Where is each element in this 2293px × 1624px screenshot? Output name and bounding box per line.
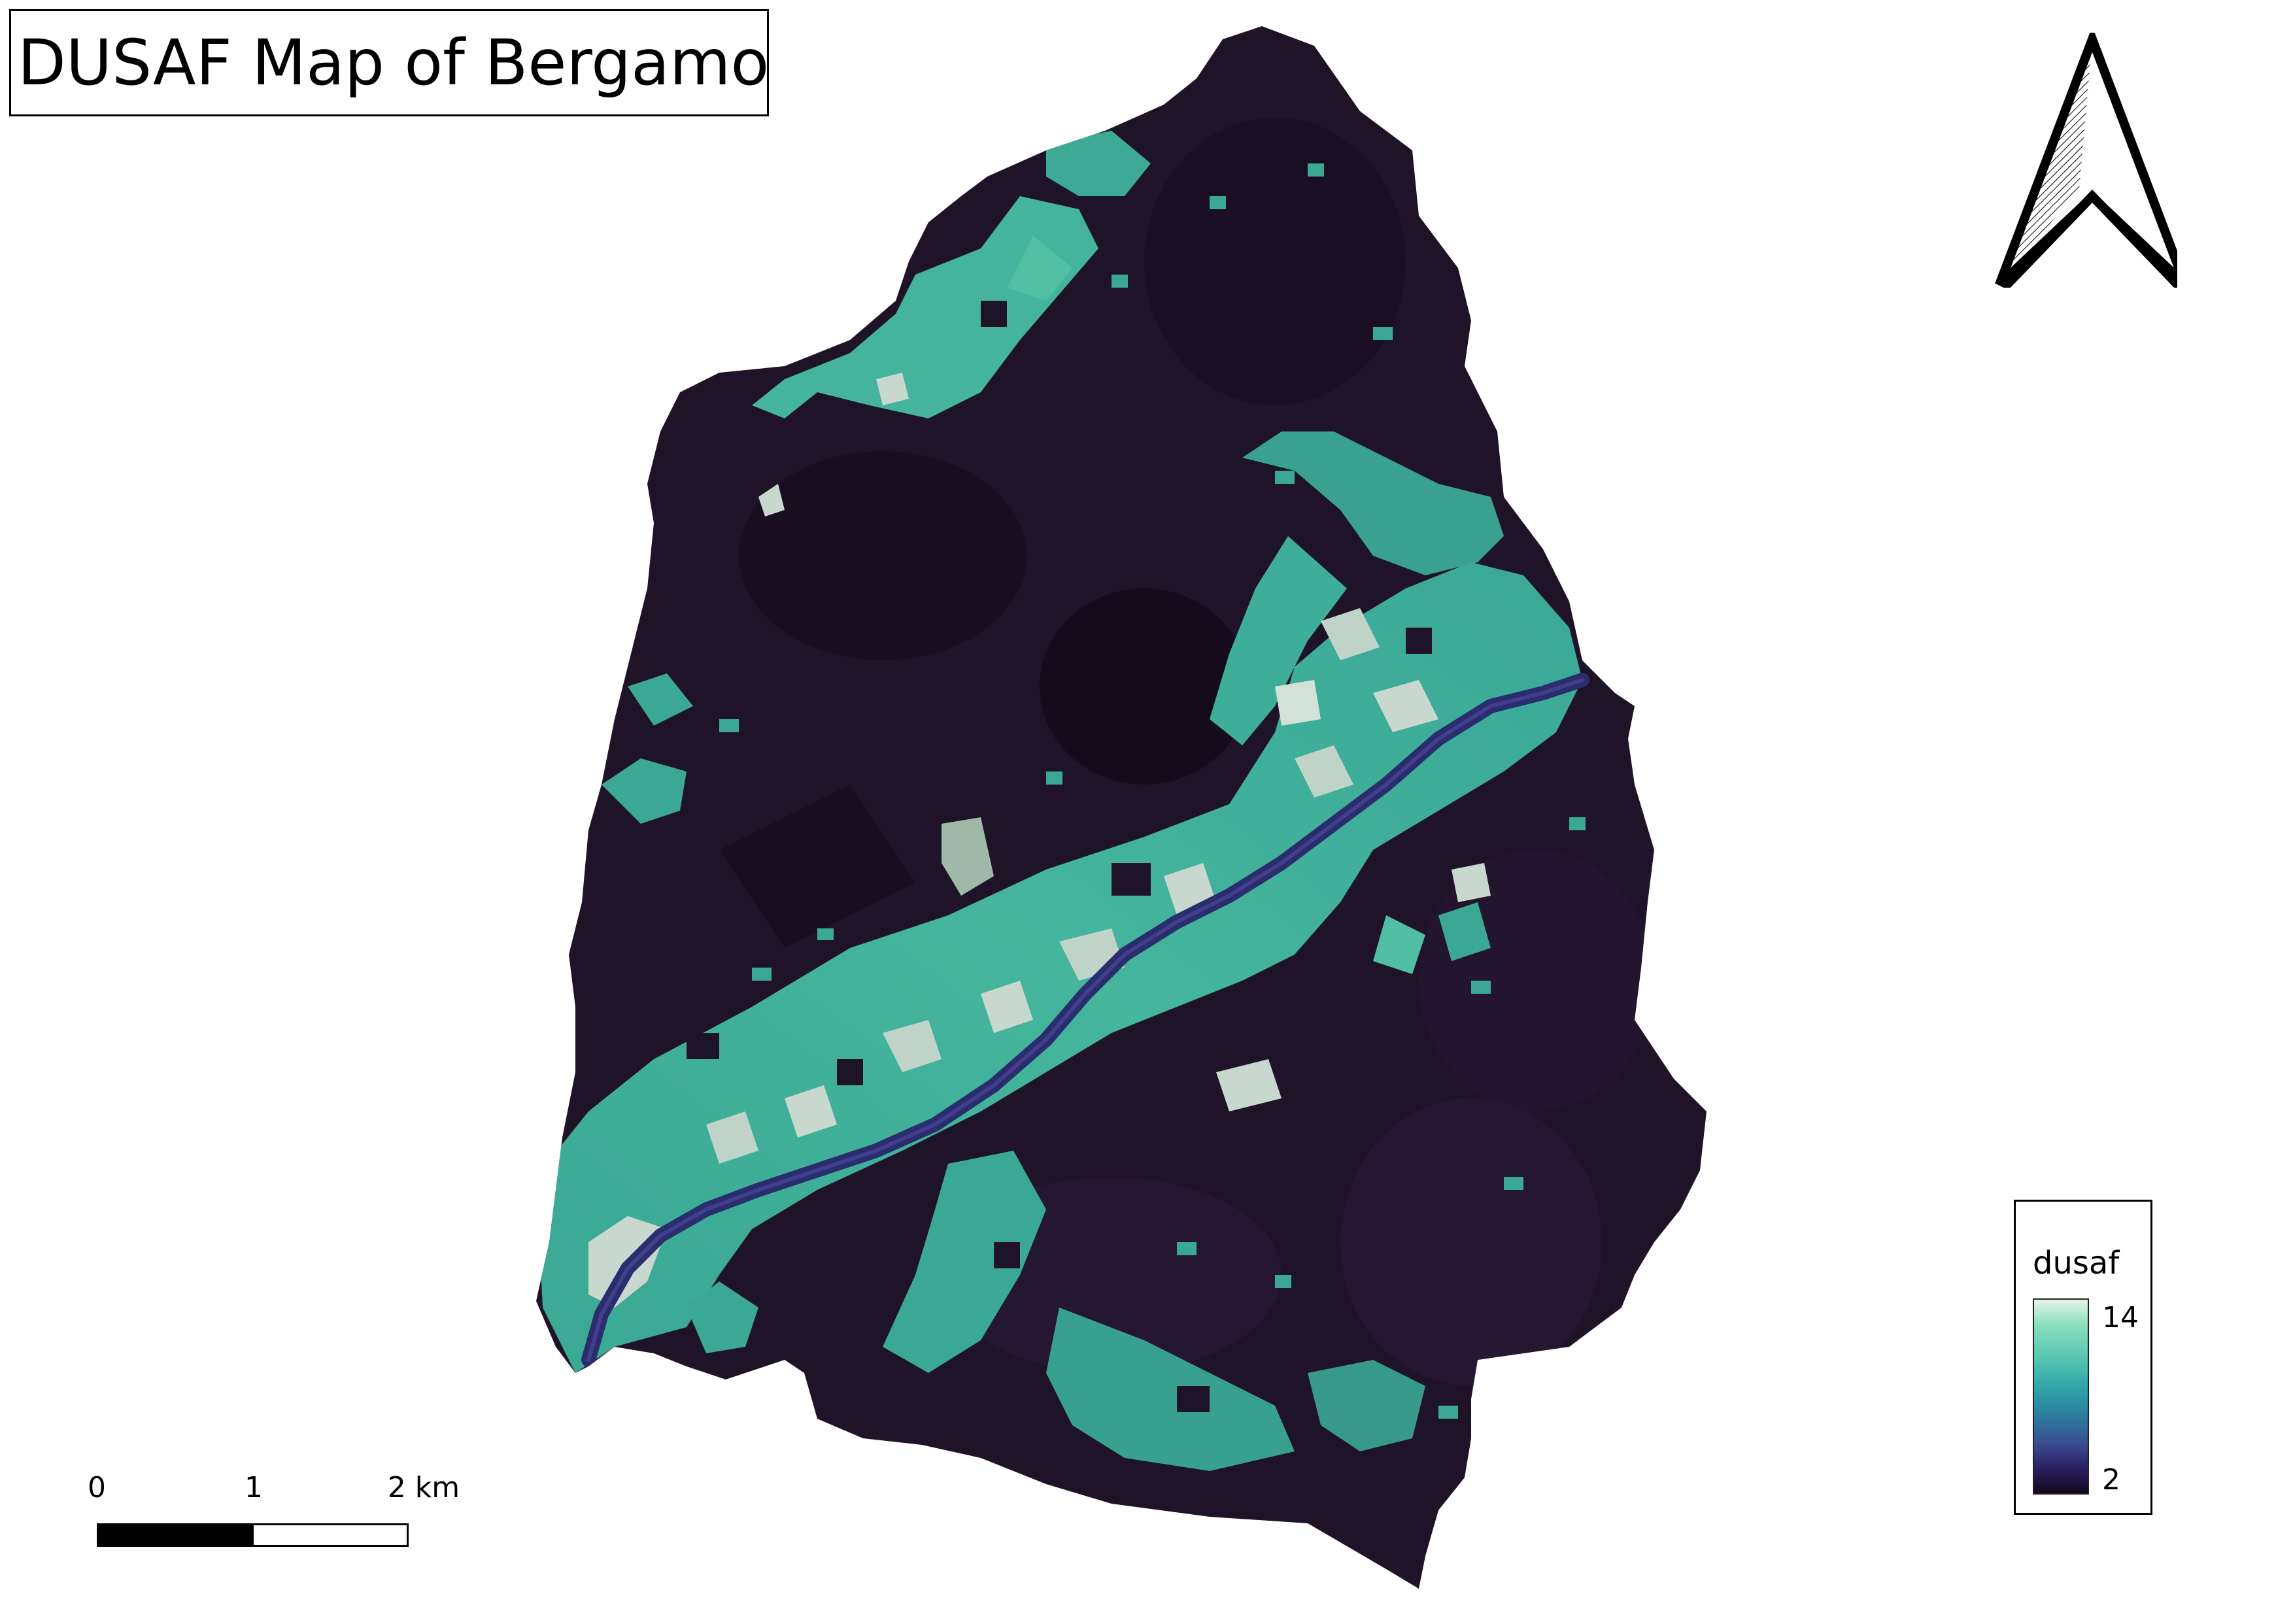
scale-label-0: 0 xyxy=(88,1471,106,1504)
scale-segment-black xyxy=(97,1523,254,1547)
legend-max-label: 14 xyxy=(2102,1301,2139,1334)
scale-label-2km: 2 km xyxy=(387,1471,460,1504)
legend-title: dusaf xyxy=(2033,1245,2120,1281)
legend-min-label: 2 xyxy=(2102,1463,2120,1497)
scale-bar: 0 1 2 km xyxy=(72,1471,460,1569)
scale-segment-white xyxy=(252,1523,409,1547)
map-title-box: DUSAF Map of Bergamo xyxy=(9,9,769,116)
scale-label-1: 1 xyxy=(245,1471,263,1504)
legend: dusaf 14 2 xyxy=(2014,1200,2152,1515)
map-title: DUSAF Map of Bergamo xyxy=(18,26,770,99)
north-arrow-icon xyxy=(1995,33,2177,288)
legend-color-ramp xyxy=(2033,1298,2089,1495)
